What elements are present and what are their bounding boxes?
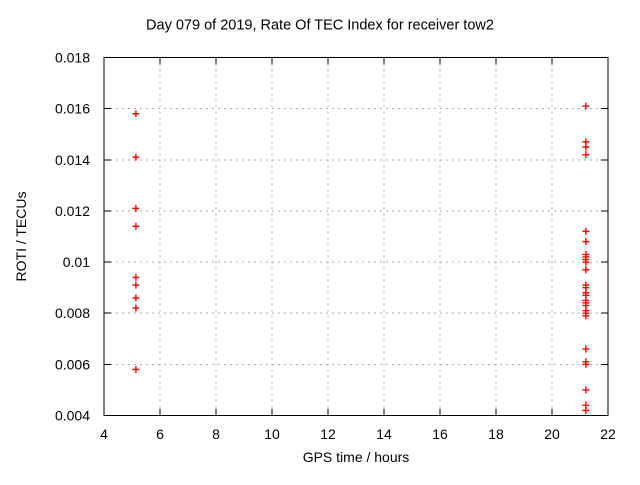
grid-lines [104, 57, 608, 416]
data-point-marker [582, 143, 590, 151]
tick-labels: 4 6 8 10 12 14 16 18 20 22 0.004 0.006 0.008 0.01 0.01… [55, 50, 616, 443]
data-point-marker [132, 153, 140, 161]
x-tick-label: 14 [376, 426, 392, 442]
x-tick-label: 20 [544, 426, 560, 442]
data-point-marker [132, 222, 140, 230]
axis-ticks [103, 57, 609, 416]
x-tick-label: 18 [488, 426, 504, 442]
data-point-marker [132, 304, 140, 312]
y-tick-label: 0.016 [55, 101, 90, 117]
y-tick-label: 0.004 [55, 408, 90, 424]
x-axis-label: GPS time / hours [303, 449, 410, 465]
x-tick-label: 10 [264, 426, 280, 442]
data-point-marker [582, 151, 590, 159]
x-tick-label: 8 [212, 426, 220, 442]
chart-title: Day 079 of 2019, Rate Of TEC Index for r… [146, 18, 494, 34]
y-tick-label: 0.018 [55, 50, 90, 66]
data-point-marker [132, 204, 140, 212]
x-tick-label: 22 [600, 426, 616, 442]
data-point-marker [582, 266, 590, 274]
x-tick-label: 6 [156, 426, 164, 442]
y-tick-label: 0.008 [55, 305, 90, 321]
data-point-marker [132, 110, 140, 118]
y-tick-label: 0.006 [55, 356, 90, 372]
y-tick-label: 0.012 [55, 203, 90, 219]
x-tick-label: 16 [432, 426, 448, 442]
data-point-marker [132, 273, 140, 281]
data-point-marker [582, 312, 590, 320]
data-point-marker [132, 294, 140, 302]
data-point-marker [582, 227, 590, 235]
data-point-marker [132, 365, 140, 373]
data-points [132, 102, 590, 414]
y-tick-label: 0.014 [55, 152, 90, 168]
data-point-marker [582, 102, 590, 110]
data-point-marker [132, 281, 140, 289]
data-point-marker [582, 360, 590, 368]
x-tick-label: 12 [320, 426, 336, 442]
data-point-marker [582, 345, 590, 353]
y-tick-label: 0.01 [63, 254, 90, 270]
x-tick-label: 4 [100, 426, 108, 442]
plot-border [103, 57, 609, 416]
data-point-marker [582, 258, 590, 266]
y-axis-label: ROTI / TECUs [13, 192, 29, 282]
data-point-marker [582, 386, 590, 394]
data-point-marker [582, 238, 590, 246]
data-point-marker [582, 406, 590, 414]
